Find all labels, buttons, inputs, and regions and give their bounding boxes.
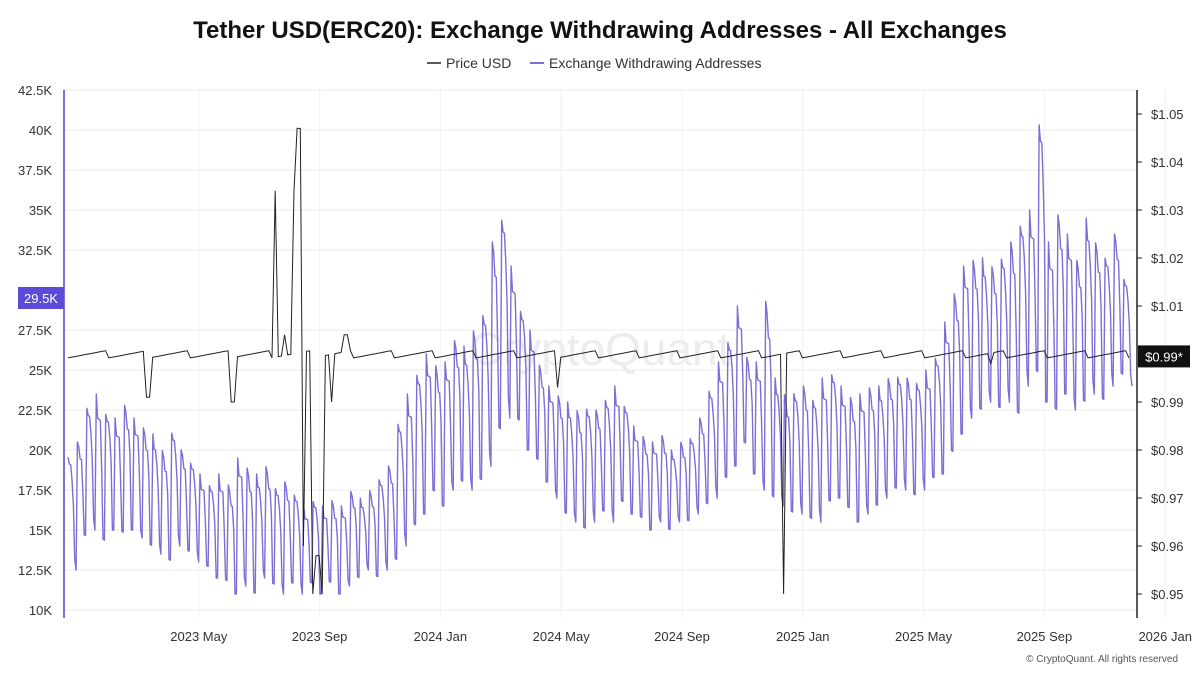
y-left-tick-label: 35K (29, 203, 52, 218)
legend: Price USD Exchange Withdrawing Addresses (427, 55, 761, 71)
y-left-tick-label: 20K (29, 443, 52, 458)
y-left-tick-label: 27.5K (18, 323, 52, 338)
y-left-tick-label: 32.5K (18, 243, 52, 258)
y-left-tick-label: 25K (29, 363, 52, 378)
x-tick-label: 2024 Jan (414, 629, 468, 644)
y-right-tick-label: $0.97 (1151, 491, 1184, 506)
left-axis-ticks: 10K 12.5K 15K 17.5K 20K 22.5K 25K 27.5K 32.5K 35K… (18, 83, 52, 618)
exchange-withdrawing-addresses-line (67, 124, 1133, 595)
y-left-tick-label: 15K (29, 523, 52, 538)
y-left-tick-label: 42.5K (18, 83, 52, 98)
x-tick-label: 2025 May (895, 629, 953, 644)
right-axis-ticks: $0.95 $0.96 $0.97 $0.98 $0.99 $1.01 $1.02 $1.03… (1137, 107, 1184, 602)
y-right-tick-label: $1.02 (1151, 251, 1184, 266)
x-tick-label: 2026 Jan (1138, 629, 1192, 644)
y-right-tick-label: $0.96 (1151, 539, 1184, 554)
y-right-tick-label: $1.04 (1151, 155, 1184, 170)
y-right-tick-label: $0.95 (1151, 587, 1184, 602)
y-left-tick-label: 37.5K (18, 163, 52, 178)
x-tick-label: 2024 Sep (654, 629, 710, 644)
x-gridlines (198, 90, 1166, 618)
right-current-value-label: $0.99* (1145, 349, 1183, 364)
y-right-tick-label: $1.03 (1151, 203, 1184, 218)
x-tick-label: 2025 Jan (776, 629, 830, 644)
x-tick-label: 2023 May (170, 629, 228, 644)
right-current-value-bg (1138, 345, 1190, 368)
y-left-tick-label: 22.5K (18, 403, 52, 418)
legend-label-price[interactable]: Price USD (446, 55, 511, 71)
x-tick-label: 2025 Sep (1017, 629, 1073, 644)
legend-label-withdrawing[interactable]: Exchange Withdrawing Addresses (549, 55, 761, 71)
left-current-value-badge: 29.5K (18, 287, 64, 309)
x-tick-label: 2023 Sep (292, 629, 348, 644)
y-gridlines (64, 89, 1137, 611)
y-left-tick-label: 12.5K (18, 563, 52, 578)
left-current-value-label: 29.5K (24, 291, 58, 306)
series-exchange-withdrawing-addresses (67, 124, 1133, 595)
chart-title: Tether USD(ERC20): Exchange Withdrawing … (193, 17, 1007, 44)
y-right-tick-label: $0.98 (1151, 443, 1184, 458)
y-right-tick-label: $0.99 (1151, 395, 1184, 410)
series-price-usd (67, 127, 1130, 595)
watermark: CryptoQuant (470, 323, 731, 375)
y-right-tick-label: $1.05 (1151, 107, 1184, 122)
y-left-tick-label: 17.5K (18, 483, 52, 498)
price-usd-line (67, 127, 1130, 595)
y-left-tick-label: 10K (29, 603, 52, 618)
left-current-value-bg (18, 287, 64, 309)
credit-text: © CryptoQuant. All rights reserved (1026, 654, 1178, 665)
right-current-value-badge: $0.99* (1138, 345, 1190, 368)
x-axis-ticks: 2023 May 2023 Sep 2024 Jan 2024 May 2024 Sep… (170, 629, 1192, 644)
y-right-tick-label: $1.01 (1151, 299, 1184, 314)
y-left-tick-label: 40K (29, 123, 52, 138)
x-tick-label: 2024 May (533, 629, 591, 644)
